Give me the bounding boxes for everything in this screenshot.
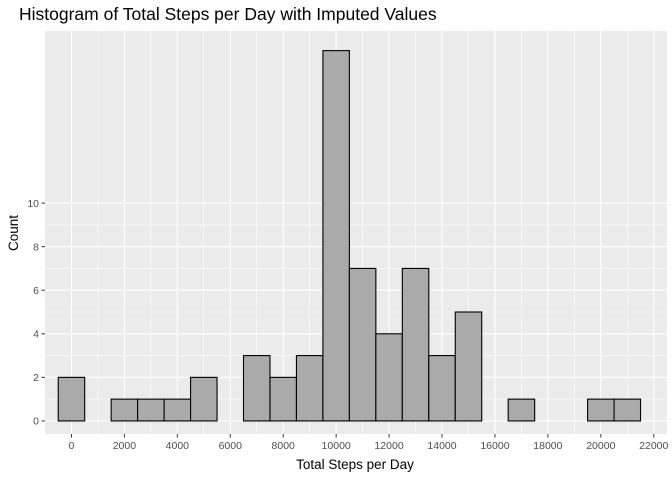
histogram-bar xyxy=(163,398,192,422)
y-tick-label: 0 xyxy=(33,416,39,428)
y-tick-label: 10 xyxy=(27,198,39,210)
histogram-bars xyxy=(57,50,642,422)
x-tick-label: 20000 xyxy=(586,440,615,452)
histogram-bar xyxy=(322,50,350,422)
histogram-bar xyxy=(190,376,218,422)
histogram-bar xyxy=(507,398,536,422)
x-tick-label: 8000 xyxy=(272,440,296,452)
x-tick-label: 18000 xyxy=(533,440,562,452)
x-tick-label: 12000 xyxy=(374,440,403,452)
x-tick-label: 0 xyxy=(69,440,75,452)
histogram-bar xyxy=(57,376,86,422)
y-tick-label: 2 xyxy=(33,372,39,384)
histogram-bar xyxy=(242,355,271,422)
chart-title: Histogram of Total Steps per Day with Im… xyxy=(19,4,437,24)
y-tick-label: 4 xyxy=(33,328,39,340)
x-tick-label: 6000 xyxy=(219,440,243,452)
histogram-bar xyxy=(137,398,165,422)
histogram-bar xyxy=(348,267,377,422)
x-tick-label: 14000 xyxy=(427,440,456,452)
x-axis-title: Total Steps per Day xyxy=(296,457,414,472)
y-tick-label: 6 xyxy=(33,285,39,297)
histogram-bar xyxy=(375,333,403,422)
x-tick-label: 22000 xyxy=(639,440,668,452)
x-tick-label: 4000 xyxy=(166,440,190,452)
x-tick-label: 2000 xyxy=(113,440,137,452)
histogram-bar xyxy=(295,355,324,422)
y-axis: 0 2 4 6 8 10 xyxy=(27,198,45,428)
histogram-bar xyxy=(587,398,615,422)
x-axis: 0 2000 4000 6000 8000 10000 12000 14000 16000 180… xyxy=(69,434,669,452)
y-tick-label: 8 xyxy=(33,241,39,253)
histogram-bar xyxy=(401,267,430,422)
histogram-bar xyxy=(454,311,483,422)
x-tick-label: 10000 xyxy=(322,440,351,452)
histogram-bar xyxy=(110,398,139,422)
histogram-bar xyxy=(428,355,456,422)
x-tick-label: 16000 xyxy=(480,440,509,452)
histogram-bar xyxy=(269,376,297,422)
histogram-bar xyxy=(613,398,642,422)
y-axis-title: Count xyxy=(6,215,21,251)
